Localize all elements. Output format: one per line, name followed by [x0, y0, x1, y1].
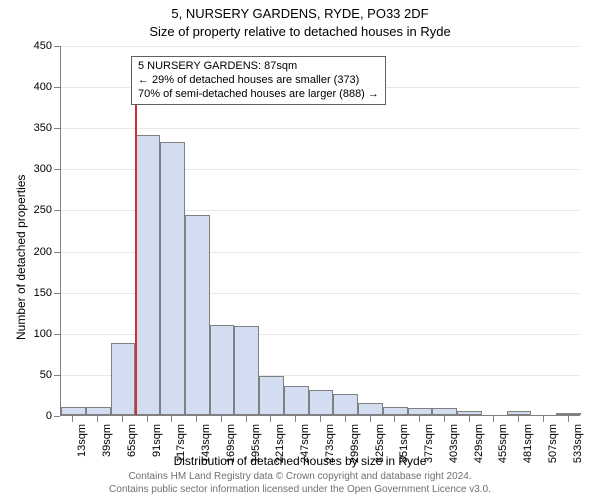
histogram-bar [358, 403, 383, 415]
histogram-bar [234, 326, 259, 415]
histogram-bar [383, 407, 408, 415]
histogram-bar [86, 407, 111, 415]
x-tick [370, 416, 371, 422]
histogram-bar [432, 408, 457, 415]
marker-line [135, 86, 137, 415]
footer-line-2: Contains public sector information licen… [0, 484, 600, 497]
x-tick [518, 416, 519, 422]
x-tick [196, 416, 197, 422]
annotation-box: 5 NURSERY GARDENS: 87sqm← 29% of detache… [131, 56, 386, 105]
histogram-bar [333, 394, 358, 415]
x-tick [72, 416, 73, 422]
y-tick-label: 0 [46, 410, 52, 422]
annotation-line: 5 NURSERY GARDENS: 87sqm [138, 60, 379, 74]
y-tick-label: 50 [40, 369, 52, 381]
y-axis: 050100150200250300350400450 [0, 46, 60, 416]
x-tick [320, 416, 321, 422]
gridline [61, 46, 580, 47]
annotation-line: ← 29% of detached houses are smaller (37… [138, 74, 379, 88]
histogram-bar [135, 135, 160, 415]
y-axis-label: Number of detached properties [14, 175, 28, 340]
histogram-bar [210, 325, 235, 415]
x-tick [444, 416, 445, 422]
x-tick [122, 416, 123, 422]
histogram-bar [556, 413, 581, 415]
y-tick-label: 150 [34, 287, 52, 299]
x-tick [568, 416, 569, 422]
chart-title-main: 5, NURSERY GARDENS, RYDE, PO33 2DF [0, 6, 600, 21]
gridline [61, 128, 580, 129]
x-tick [419, 416, 420, 422]
y-tick-label: 350 [34, 122, 52, 134]
histogram-bar [259, 376, 284, 415]
x-tick [221, 416, 222, 422]
y-tick-label: 450 [34, 40, 52, 52]
plot-area: 5 NURSERY GARDENS: 87sqm← 29% of detache… [60, 46, 580, 416]
x-axis-label: Distribution of detached houses by size … [0, 454, 600, 468]
histogram-bar [185, 215, 210, 415]
y-tick-label: 400 [34, 81, 52, 93]
x-tick [543, 416, 544, 422]
x-tick [270, 416, 271, 422]
histogram-bar [61, 407, 86, 415]
chart-footer: Contains HM Land Registry data © Crown c… [0, 471, 600, 496]
y-tick-label: 300 [34, 163, 52, 175]
annotation-line: 70% of semi-detached houses are larger (… [138, 88, 379, 102]
y-tick-label: 250 [34, 204, 52, 216]
histogram-bar [408, 408, 433, 415]
x-tick [493, 416, 494, 422]
x-tick [171, 416, 172, 422]
histogram-bar [457, 411, 482, 415]
x-tick [147, 416, 148, 422]
y-tick-label: 100 [34, 328, 52, 340]
chart-title-sub: Size of property relative to detached ho… [0, 24, 600, 39]
histogram-bar [160, 142, 185, 415]
x-tick [469, 416, 470, 422]
y-tick-label: 200 [34, 246, 52, 258]
x-tick [295, 416, 296, 422]
x-tick [246, 416, 247, 422]
chart-container: 5, NURSERY GARDENS, RYDE, PO33 2DF Size … [0, 0, 600, 500]
x-tick [394, 416, 395, 422]
histogram-bar [309, 390, 334, 415]
histogram-bar [284, 386, 309, 415]
x-tick [345, 416, 346, 422]
histogram-bar [507, 411, 532, 415]
x-tick [97, 416, 98, 422]
histogram-bar [111, 343, 136, 415]
footer-line-1: Contains HM Land Registry data © Crown c… [0, 471, 600, 484]
